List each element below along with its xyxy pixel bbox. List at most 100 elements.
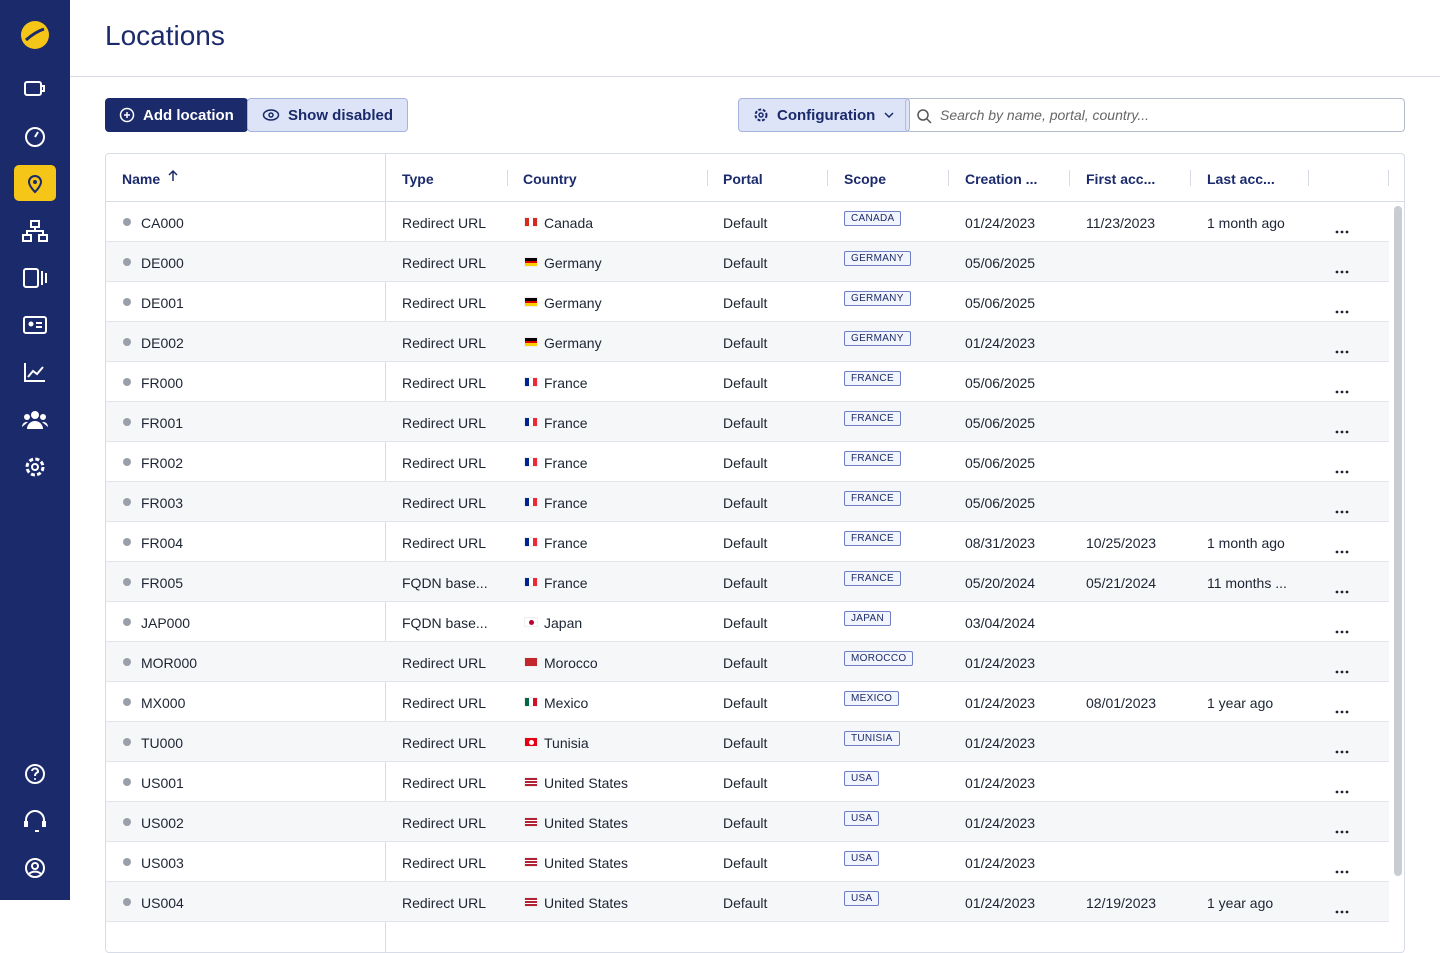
table-row[interactable]: US001Redirect URLUnited StatesDefault01/… (106, 762, 1389, 802)
row-menu[interactable] (1335, 781, 1349, 797)
row-menu[interactable] (1335, 581, 1349, 597)
column-header[interactable]: Type (402, 171, 434, 187)
table-row[interactable]: TU000Redirect URLTunisiaDefault01/24/202… (106, 722, 1389, 762)
column-header[interactable]: Country (523, 171, 577, 187)
flag-stripe (525, 904, 537, 906)
row-menu[interactable] (1335, 701, 1349, 717)
scope-badge: USA (844, 851, 879, 866)
row-menu[interactable] (1335, 421, 1349, 437)
table-row[interactable]: CA000Redirect URLCanadaDefault01/24/2023… (106, 202, 1389, 242)
flag (524, 297, 538, 307)
cell-portal: Default (723, 735, 767, 751)
cell-created: 05/06/2025 (965, 415, 1035, 431)
nav-icon[interactable] (21, 455, 49, 479)
row-menu[interactable] (1335, 261, 1349, 277)
table-row[interactable]: MOR000Redirect URLMoroccoDefault01/24/20… (106, 642, 1389, 682)
cell-portal: Default (723, 335, 767, 351)
table-row[interactable]: US002Redirect URLUnited StatesDefault01/… (106, 802, 1389, 842)
status-dot (123, 738, 131, 746)
cell-last: 1 month ago (1207, 535, 1285, 551)
flag-stripe (525, 658, 537, 666)
table-row[interactable]: FR000Redirect URLFranceDefault05/06/2025… (106, 362, 1389, 402)
scope-badge: GERMANY (844, 291, 911, 306)
table-row[interactable]: FR002Redirect URLFranceDefault05/06/2025… (106, 442, 1389, 482)
cell-type: Redirect URL (402, 855, 486, 871)
flag (524, 257, 538, 267)
add-location-button[interactable]: Add location (105, 98, 248, 132)
table-row[interactable]: DE001Redirect URLGermanyDefault05/06/202… (106, 282, 1389, 322)
column-header[interactable]: Creation ... (965, 171, 1037, 187)
nav-icon[interactable] (21, 266, 49, 290)
row-menu[interactable] (1335, 661, 1349, 677)
table-row[interactable]: FR004Redirect URLFranceDefault08/31/2023… (106, 522, 1389, 562)
row-menu[interactable] (1335, 861, 1349, 877)
divider (70, 76, 1440, 77)
nav-icon[interactable] (21, 125, 49, 149)
search-input[interactable]: Search by name, portal, country... (905, 98, 1405, 132)
row-menu[interactable] (1335, 341, 1349, 357)
flag (524, 697, 538, 707)
row-menu[interactable] (1335, 381, 1349, 397)
table-row[interactable]: DE000Redirect URLGermanyDefault05/06/202… (106, 242, 1389, 282)
cell-first: 10/25/2023 (1086, 535, 1156, 551)
status-dot (123, 538, 131, 546)
table-row[interactable]: FR001Redirect URLFranceDefault05/06/2025… (106, 402, 1389, 442)
flag (524, 417, 538, 427)
cell-portal: Default (723, 855, 767, 871)
table-row[interactable]: MX000Redirect URLMexicoDefault01/24/2023… (106, 682, 1389, 722)
location-name: FR004 (141, 535, 183, 551)
account-icon[interactable] (21, 856, 49, 880)
table-row[interactable]: DE002Redirect URLGermanyDefault01/24/202… (106, 322, 1389, 362)
table-row[interactable]: FR005FQDN base...FranceDefault05/20/2024… (106, 562, 1389, 602)
location-name: JAP000 (141, 615, 190, 631)
column-header[interactable]: Name (122, 171, 160, 187)
cell-created: 01/24/2023 (965, 655, 1035, 671)
column-header[interactable]: Last acc... (1207, 171, 1275, 187)
nav-icon[interactable] (21, 407, 49, 431)
nav-icon[interactable] (21, 171, 49, 195)
scrollbar[interactable] (1394, 206, 1402, 876)
cell-type: FQDN base... (402, 575, 488, 591)
help-icon[interactable] (21, 762, 49, 786)
row-menu[interactable] (1335, 461, 1349, 477)
cell-country: Canada (544, 215, 593, 231)
status-dot (123, 498, 131, 506)
cell-portal: Default (723, 375, 767, 391)
show-disabled-button[interactable]: Show disabled (247, 98, 408, 132)
cell-country: Japan (544, 615, 582, 631)
support-icon[interactable] (21, 809, 49, 833)
row-menu[interactable] (1335, 821, 1349, 837)
status-dot (123, 858, 131, 866)
page-title: Locations (105, 20, 225, 52)
nav-icon[interactable] (21, 360, 49, 384)
scope-badge: FRANCE (844, 571, 901, 586)
nav-icon[interactable] (21, 313, 49, 337)
flag (524, 737, 538, 747)
cell-country: Germany (544, 295, 602, 311)
cell-created: 03/04/2024 (965, 615, 1035, 631)
column-header[interactable]: Scope (844, 171, 886, 187)
row-menu[interactable] (1335, 621, 1349, 637)
status-dot (123, 458, 131, 466)
cell-last: 1 year ago (1207, 895, 1273, 911)
row-menu[interactable] (1335, 501, 1349, 517)
column-header[interactable]: Portal (723, 171, 763, 187)
table-row[interactable]: US004Redirect URLUnited StatesDefault01/… (106, 882, 1389, 922)
cell-type: Redirect URL (402, 655, 486, 671)
row-menu[interactable] (1335, 901, 1349, 917)
row-menu[interactable] (1335, 221, 1349, 237)
cell-type: Redirect URL (402, 455, 486, 471)
cell-created: 05/06/2025 (965, 295, 1035, 311)
row-menu[interactable] (1335, 301, 1349, 317)
flag-stripe (525, 263, 537, 266)
configuration-button[interactable]: Configuration (738, 98, 910, 132)
row-menu[interactable] (1335, 541, 1349, 557)
row-menu[interactable] (1335, 741, 1349, 757)
nav-icon[interactable] (21, 219, 49, 243)
table-row[interactable]: FR003Redirect URLFranceDefault05/06/2025… (106, 482, 1389, 522)
table-row[interactable]: JAP000FQDN base...JapanDefault03/04/2024… (106, 602, 1389, 642)
flag-dot (529, 620, 534, 625)
nav-icon[interactable] (21, 78, 49, 100)
column-header[interactable]: First acc... (1086, 171, 1155, 187)
table-row[interactable]: US003Redirect URLUnited StatesDefault01/… (106, 842, 1389, 882)
